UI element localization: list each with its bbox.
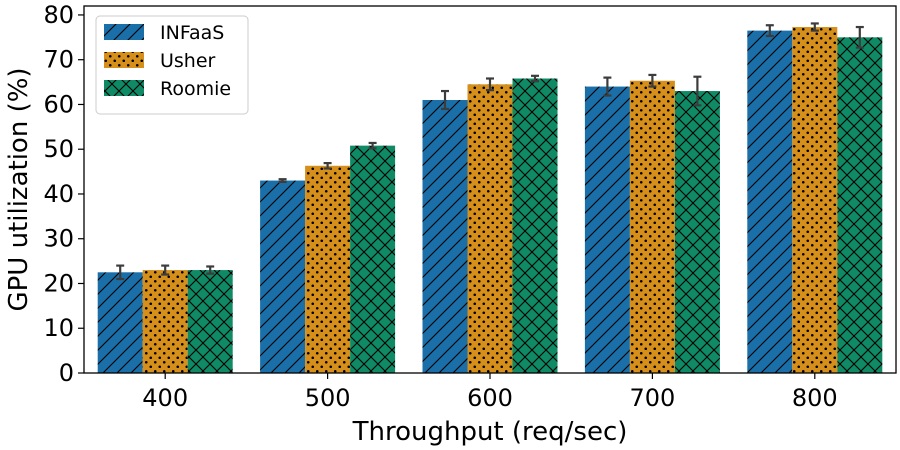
x-tick-label-600: 600 [467, 384, 513, 412]
legend-label: Usher [160, 50, 216, 72]
y-tick-label: 80 [43, 1, 74, 29]
error-bar-roomie-500 [368, 141, 377, 150]
x-axis-label: Throughput (req/sec) [352, 417, 628, 447]
y-tick-label: 20 [43, 269, 74, 297]
legend-swatch [104, 52, 144, 68]
error-bar-roomie-700 [693, 75, 702, 107]
bar-infaas-400 [97, 272, 143, 373]
bar-usher-800 [792, 27, 838, 373]
error-bar-roomie-800 [855, 25, 864, 49]
error-bar-roomie-600 [531, 74, 539, 83]
bar-roomie-400 [187, 270, 233, 373]
y-tick-label: 60 [43, 90, 74, 118]
error-bar-usher-400 [161, 264, 170, 276]
y-tick-label: 10 [43, 314, 74, 342]
error-bar-usher-600 [486, 77, 494, 92]
legend-label: Roomie [160, 78, 231, 100]
x-tick-label-700: 700 [629, 384, 675, 412]
x-axis-ticks: 400 500 600 700 800 [142, 373, 838, 412]
bar-roomie-500 [350, 145, 396, 373]
x-tick-label-400: 400 [142, 384, 188, 412]
error-bar-infaas-800 [765, 24, 774, 38]
error-bar-usher-700 [648, 73, 657, 88]
bar-infaas-800 [747, 30, 793, 374]
bar-usher-400 [142, 270, 188, 373]
legend-swatch [104, 24, 144, 40]
error-bars-layer [116, 22, 864, 281]
bar-roomie-600 [512, 78, 558, 373]
error-bar-infaas-700 [603, 76, 612, 97]
y-axis-label: GPU utilization (%) [4, 67, 34, 311]
y-axis-ticks: 0 10 20 30 40 50 60 70 80 [43, 1, 84, 387]
y-tick-label: 0 [59, 359, 74, 387]
y-tick-label: 70 [43, 46, 74, 74]
y-tick-label: 50 [43, 135, 74, 163]
legend: INFaaS Usher Roomie [95, 15, 249, 115]
legend-label: INFaaS [160, 22, 224, 44]
legend-item-infaas: INFaaS [104, 22, 224, 44]
error-bar-infaas-600 [441, 89, 449, 111]
bar-infaas-600 [422, 99, 468, 374]
x-tick-label-500: 500 [305, 384, 351, 412]
bar-roomie-700 [674, 91, 720, 373]
error-bar-roomie-400 [206, 265, 215, 275]
error-bar-infaas-400 [116, 264, 125, 281]
legend-swatch [104, 80, 144, 96]
legend-item-usher: Usher [104, 50, 216, 72]
error-bar-infaas-500 [278, 178, 287, 183]
bar-infaas-500 [260, 180, 306, 373]
bar-usher-700 [629, 80, 675, 374]
bar-usher-600 [467, 84, 513, 373]
x-tick-label-800: 800 [792, 384, 838, 412]
y-tick-label: 30 [43, 225, 74, 253]
bar-roomie-800 [837, 37, 883, 373]
legend-item-roomie: Roomie [104, 78, 231, 100]
bar-usher-500 [305, 165, 351, 373]
error-bar-usher-800 [810, 22, 819, 32]
error-bar-usher-500 [323, 161, 332, 170]
y-tick-label: 40 [43, 180, 74, 208]
bar-infaas-700 [584, 86, 630, 373]
bars-layer [97, 27, 883, 374]
